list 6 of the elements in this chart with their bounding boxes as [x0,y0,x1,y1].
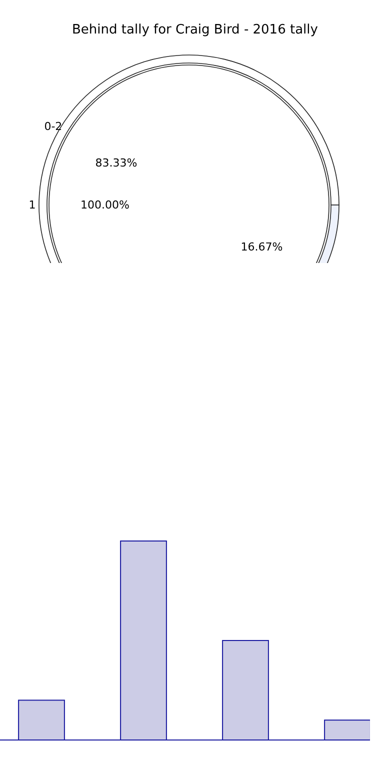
slice-label: 1 [28,198,36,212]
data-label: 16.67% [240,240,283,254]
data-label: 100.00% [80,198,130,212]
chart-title: Behind tally for Craig Bird - 2016 tally [72,22,318,38]
slice-label: 0-2 [44,120,62,134]
data-label: 83.33% [95,156,138,170]
